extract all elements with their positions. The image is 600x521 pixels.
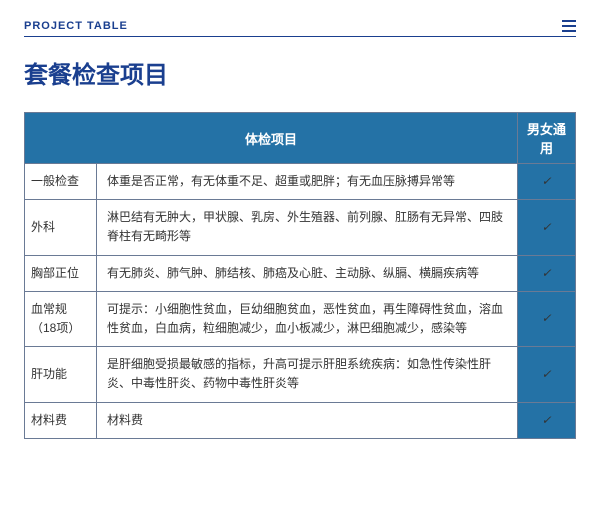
row-desc: 淋巴结有无肿大，甲状腺、乳房、外生殖器、前列腺、肛肠有无异常、四肢脊柱有无畸形等 [97, 200, 518, 255]
row-desc: 可提示：小细胞性贫血，巨幼细胞贫血，恶性贫血，再生障碍性贫血，溶血性贫血，白血病… [97, 291, 518, 346]
row-check: ✓ [518, 402, 576, 438]
row-check: ✓ [518, 164, 576, 200]
th-item: 体检项目 [25, 113, 518, 164]
row-name: 一般检查 [25, 164, 97, 200]
row-check: ✓ [518, 291, 576, 346]
row-check: ✓ [518, 200, 576, 255]
row-desc: 体重是否正常，有无体重不足、超重或肥胖；有无血压脉搏异常等 [97, 164, 518, 200]
menu-icon[interactable] [562, 20, 576, 32]
row-desc: 材料费 [97, 402, 518, 438]
row-name: 肝功能 [25, 347, 97, 402]
row-name: 外科 [25, 200, 97, 255]
row-check: ✓ [518, 347, 576, 402]
table-row: 一般检查 体重是否正常，有无体重不足、超重或肥胖；有无血压脉搏异常等 ✓ [25, 164, 576, 200]
table-header-row: 体检项目 男女通用 [25, 113, 576, 164]
table-row: 血常规（18项） 可提示：小细胞性贫血，巨幼细胞贫血，恶性贫血，再生障碍性贫血，… [25, 291, 576, 346]
table-row: 外科 淋巴结有无肿大，甲状腺、乳房、外生殖器、前列腺、肛肠有无异常、四肢脊柱有无… [25, 200, 576, 255]
page-title: 套餐检查项目 [24, 55, 576, 90]
header-label: PROJECT TABLE [24, 20, 128, 32]
header-bar: PROJECT TABLE [24, 20, 576, 37]
exam-table: 体检项目 男女通用 一般检查 体重是否正常，有无体重不足、超重或肥胖；有无血压脉… [24, 112, 576, 439]
row-name: 血常规（18项） [25, 291, 97, 346]
row-check: ✓ [518, 255, 576, 291]
row-name: 胸部正位 [25, 255, 97, 291]
row-desc: 是肝细胞受损最敏感的指标，升高可提示肝胆系统疾病：如急性传染性肝炎、中毒性肝炎、… [97, 347, 518, 402]
row-desc: 有无肺炎、肺气肿、肺结核、肺癌及心脏、主动脉、纵膈、横膈疾病等 [97, 255, 518, 291]
table-row: 胸部正位 有无肺炎、肺气肿、肺结核、肺癌及心脏、主动脉、纵膈、横膈疾病等 ✓ [25, 255, 576, 291]
row-name: 材料费 [25, 402, 97, 438]
table-row: 肝功能 是肝细胞受损最敏感的指标，升高可提示肝胆系统疾病：如急性传染性肝炎、中毒… [25, 347, 576, 402]
th-common: 男女通用 [518, 113, 576, 164]
table-row: 材料费 材料费 ✓ [25, 402, 576, 438]
